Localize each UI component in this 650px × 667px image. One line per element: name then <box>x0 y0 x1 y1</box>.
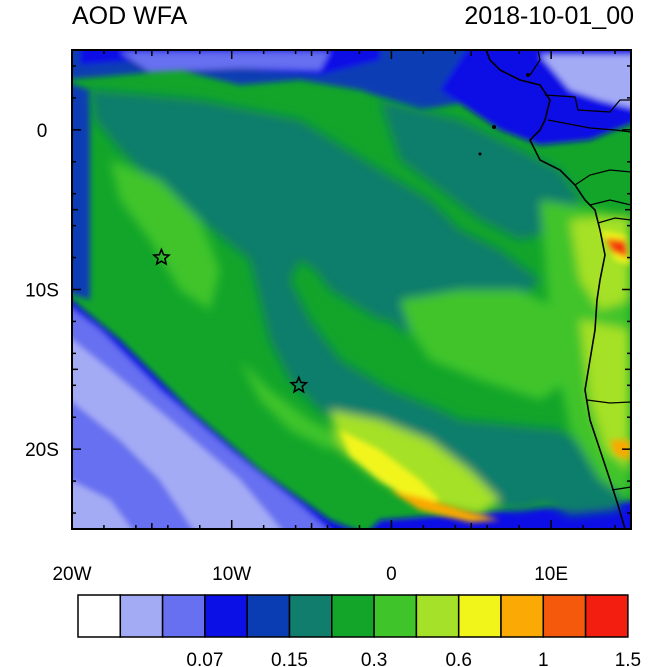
colorbar-box <box>457 594 502 638</box>
x-axis-label: 0 <box>386 564 397 585</box>
axis-ticks <box>71 49 632 530</box>
colorbar-box <box>584 594 629 638</box>
colorbar-box <box>415 594 460 638</box>
colorbar <box>77 594 629 638</box>
colorbar-label: 0.3 <box>361 650 387 667</box>
colorbar-box <box>288 594 333 638</box>
x-axis-label: 20W <box>52 564 91 585</box>
y-axis-label: 0 <box>37 121 48 142</box>
colorbar-box <box>246 594 291 638</box>
colorbar-box <box>119 594 164 638</box>
colorbar-label: 1.5 <box>615 650 641 667</box>
y-axis-label: 10S <box>25 281 59 302</box>
colorbar-label: 0.15 <box>271 650 308 667</box>
star-marker-2 <box>289 375 309 394</box>
colorbar-box <box>77 594 122 638</box>
colorbar-box <box>373 594 418 638</box>
x-axis-label: 10E <box>534 564 568 585</box>
colorbar-label: 0.6 <box>445 650 471 667</box>
colorbar-box <box>500 594 545 638</box>
colorbar-box <box>542 594 587 638</box>
aod-field <box>72 50 631 529</box>
map-markers <box>151 247 309 394</box>
star-marker-1 <box>151 247 171 266</box>
colorbar-label: 1 <box>538 650 549 667</box>
colorbar-box <box>161 594 206 638</box>
map-timestamp: 2018-10-01_00 <box>464 2 634 30</box>
y-axis-label: 20S <box>25 440 59 461</box>
colorbar-box <box>331 594 375 638</box>
colorbar-box <box>204 594 248 638</box>
x-axis-labels: 20W 10W 0 10E <box>52 564 568 585</box>
x-axis-label: 10W <box>212 564 251 585</box>
colorbar-labels: 0.07 0.15 0.3 0.6 1 1.5 <box>186 650 641 667</box>
y-axis-labels: 0 10S 20S <box>25 121 59 461</box>
map-title: AOD WFA <box>72 2 188 30</box>
colorbar-label: 0.07 <box>186 650 223 667</box>
